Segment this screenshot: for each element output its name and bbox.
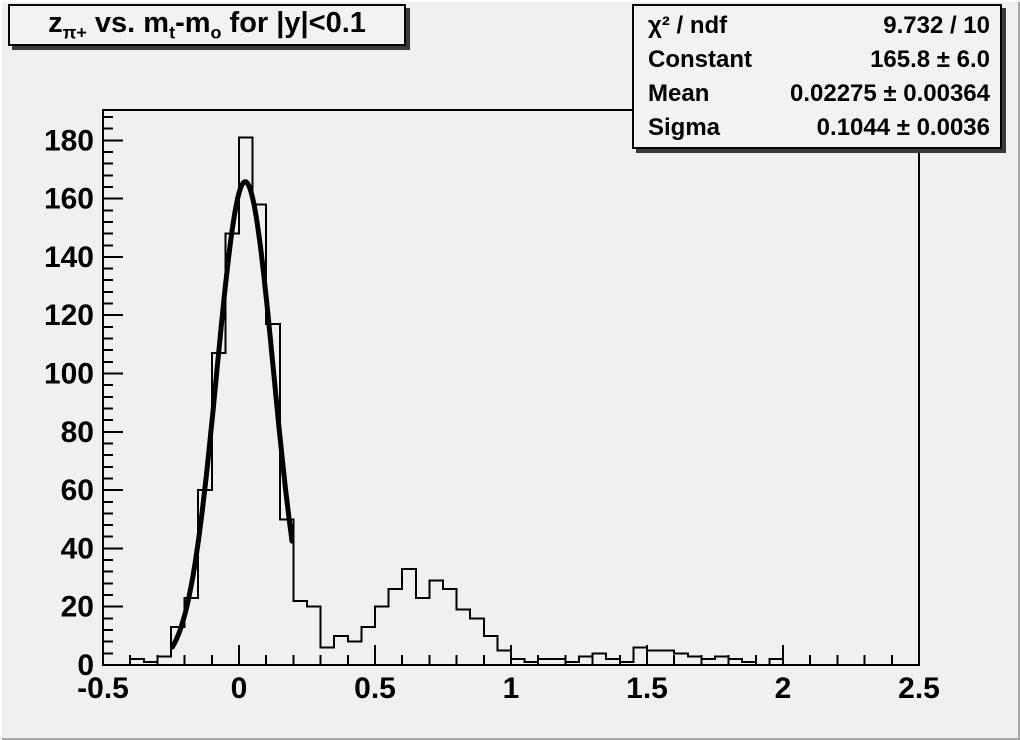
stats-row-label: Sigma xyxy=(648,114,721,142)
y-axis-tick-label: 160 xyxy=(44,183,94,216)
x-axis-tick-label: 1.5 xyxy=(626,672,668,705)
y-axis-tick-label: 80 xyxy=(61,416,94,449)
y-axis-tick-label: 140 xyxy=(44,241,94,274)
stats-row-value: 165.8 ± 6.0 xyxy=(870,45,990,73)
stats-row-value: 0.1044 ± 0.0036 xyxy=(816,114,990,142)
y-axis-tick-label: 40 xyxy=(61,532,94,565)
stats-row: χ² / ndf 9.732 / 10 xyxy=(634,9,1000,42)
histogram-line xyxy=(103,136,919,666)
stats-row-label: χ² / ndf xyxy=(648,11,728,39)
fit-curve xyxy=(169,179,295,650)
title-box: zπ+ vs. mt-mo for |y|<0.1 xyxy=(8,4,406,46)
title-segment: for |y|<0.1 xyxy=(221,6,366,39)
title-segment: -m xyxy=(175,6,211,39)
title-subscript: t xyxy=(169,22,176,43)
title-subscript: π+ xyxy=(62,22,87,43)
stats-row-value: 0.02275 ± 0.00364 xyxy=(789,80,990,108)
stats-row: Constant 165.8 ± 6.0 xyxy=(634,43,1000,76)
plot-title: zπ+ vs. mt-mo for |y|<0.1 xyxy=(48,7,366,43)
stats-row: Sigma 0.1044 ± 0.0036 xyxy=(634,111,1000,144)
x-axis-tick-label: 0.5 xyxy=(354,672,396,705)
title-segment: vs. m xyxy=(86,6,170,39)
x-axis-tick-label: 2.5 xyxy=(898,672,940,705)
y-axis-tick-label: 60 xyxy=(61,474,94,507)
stats-row-value: 9.732 / 10 xyxy=(883,11,990,39)
y-axis-tick-label: 0 xyxy=(77,649,94,682)
y-axis-tick-label: 20 xyxy=(61,591,94,624)
stats-row-label: Mean xyxy=(648,80,710,108)
y-axis-tick-label: 120 xyxy=(44,299,94,332)
x-axis-tick-label: 1 xyxy=(503,672,520,705)
title-subscript: o xyxy=(210,22,222,43)
y-axis-tick-label: 100 xyxy=(44,358,94,391)
stats-row-label: Constant xyxy=(648,45,752,73)
x-axis-tick-label: 0 xyxy=(231,672,248,705)
title-segment: z xyxy=(48,6,63,39)
plot-frame xyxy=(102,109,920,666)
x-axis-tick-label: 2 xyxy=(775,672,792,705)
stats-box: χ² / ndf 9.732 / 10 Constant 165.8 ± 6.0 Mea… xyxy=(632,4,1002,149)
stats-row: Mean 0.02275 ± 0.00364 xyxy=(634,77,1000,110)
y-axis-tick-label: 180 xyxy=(44,124,94,157)
x-axis-tick-label: -0.5 xyxy=(77,672,129,705)
